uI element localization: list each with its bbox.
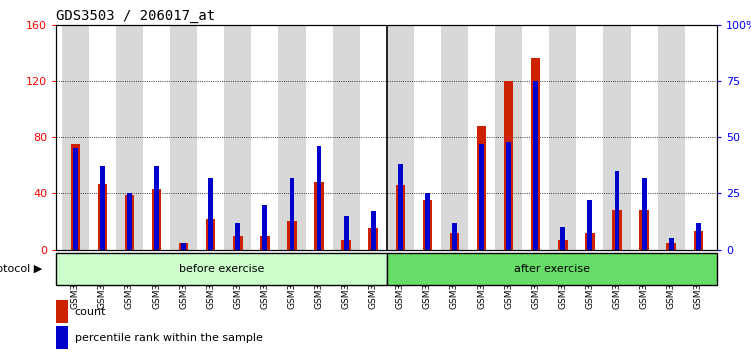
Bar (549, 25, 576, 250)
Bar (100, 166, 105, 250)
Bar (631, 25, 658, 250)
Bar (450, 233, 459, 250)
Bar (414, 25, 441, 250)
Bar (181, 243, 186, 250)
Bar (342, 240, 351, 250)
Bar (369, 228, 378, 250)
Bar (170, 25, 198, 250)
Bar (198, 25, 225, 250)
Bar (506, 142, 511, 250)
Bar (452, 223, 457, 250)
Bar (387, 253, 717, 285)
Bar (56, 326, 68, 349)
Bar (116, 25, 143, 250)
Bar (71, 144, 80, 250)
Bar (125, 195, 134, 250)
Bar (604, 25, 631, 250)
Bar (206, 219, 216, 250)
Bar (387, 25, 414, 250)
Bar (56, 253, 387, 285)
Bar (235, 223, 240, 250)
Bar (233, 235, 243, 250)
Bar (576, 25, 604, 250)
Bar (585, 233, 595, 250)
Bar (560, 227, 566, 250)
Bar (666, 242, 676, 250)
Bar (495, 25, 522, 250)
Bar (143, 25, 170, 250)
Bar (287, 222, 297, 250)
Bar (441, 25, 468, 250)
Bar (315, 182, 324, 250)
Bar (504, 81, 514, 250)
Bar (344, 216, 348, 250)
Bar (614, 171, 620, 250)
Bar (290, 178, 294, 250)
Bar (479, 144, 484, 250)
Bar (685, 25, 712, 250)
Text: after exercise: after exercise (514, 264, 590, 274)
Bar (468, 25, 495, 250)
Text: percentile rank within the sample: percentile rank within the sample (75, 333, 263, 343)
Bar (98, 183, 107, 250)
Bar (587, 200, 593, 250)
Text: count: count (75, 307, 107, 317)
Bar (317, 146, 321, 250)
Bar (260, 235, 270, 250)
Bar (127, 193, 132, 250)
Bar (425, 193, 430, 250)
Bar (371, 211, 376, 250)
Bar (398, 164, 403, 250)
Bar (279, 25, 306, 250)
Bar (333, 25, 360, 250)
Bar (696, 223, 701, 250)
Bar (612, 210, 622, 250)
Bar (558, 240, 568, 250)
Bar (225, 25, 252, 250)
Bar (179, 242, 189, 250)
Bar (693, 231, 703, 250)
Bar (522, 25, 549, 250)
Bar (152, 189, 161, 250)
Bar (154, 166, 159, 250)
Bar (477, 126, 487, 250)
Bar (396, 185, 405, 250)
Bar (423, 200, 432, 250)
Bar (252, 25, 279, 250)
Text: protocol ▶: protocol ▶ (0, 264, 43, 274)
Bar (208, 178, 213, 250)
Bar (658, 25, 685, 250)
Bar (668, 238, 674, 250)
Bar (89, 25, 116, 250)
Text: before exercise: before exercise (179, 264, 264, 274)
Bar (56, 300, 68, 323)
Bar (360, 25, 387, 250)
Bar (62, 25, 89, 250)
Text: GDS3503 / 206017_at: GDS3503 / 206017_at (56, 9, 216, 23)
Bar (641, 178, 647, 250)
Bar (533, 81, 538, 250)
Bar (262, 205, 267, 250)
Bar (306, 25, 333, 250)
Bar (639, 210, 649, 250)
Bar (73, 148, 77, 250)
Bar (531, 58, 541, 250)
